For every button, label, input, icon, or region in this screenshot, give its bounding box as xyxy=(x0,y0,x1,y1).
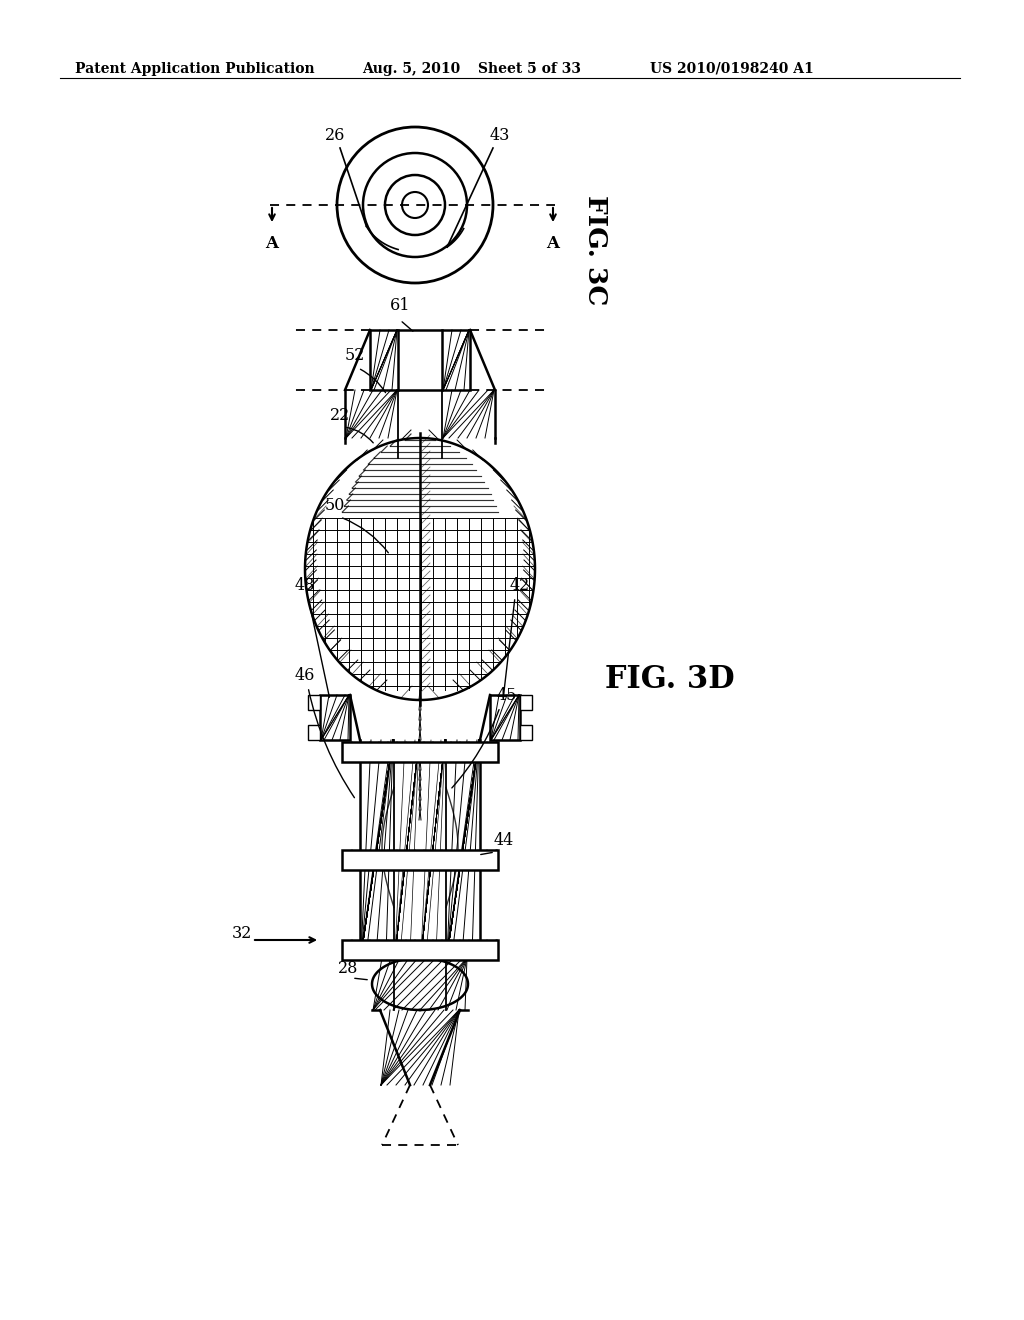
Bar xyxy=(342,742,498,762)
Bar xyxy=(342,940,498,960)
Text: Sheet 5 of 33: Sheet 5 of 33 xyxy=(478,62,581,77)
Text: 43: 43 xyxy=(490,127,510,144)
Text: FIG. 3C: FIG. 3C xyxy=(583,195,607,305)
Text: 48: 48 xyxy=(295,577,315,594)
Bar xyxy=(490,696,520,741)
Text: 44: 44 xyxy=(494,832,514,849)
Text: Aug. 5, 2010: Aug. 5, 2010 xyxy=(362,62,460,77)
Text: FIG. 3D: FIG. 3D xyxy=(605,664,734,696)
Text: Patent Application Publication: Patent Application Publication xyxy=(75,62,314,77)
Bar xyxy=(342,850,498,870)
Text: 32: 32 xyxy=(232,925,252,942)
Bar xyxy=(308,725,319,741)
Text: 45: 45 xyxy=(497,686,517,704)
Bar xyxy=(308,696,319,710)
Text: 46: 46 xyxy=(295,667,315,684)
Text: 26: 26 xyxy=(325,127,345,144)
Text: 42: 42 xyxy=(510,577,530,594)
Bar xyxy=(520,725,532,741)
Text: A: A xyxy=(547,235,559,252)
Text: 61: 61 xyxy=(390,297,411,314)
Text: A: A xyxy=(265,235,279,252)
Text: 22: 22 xyxy=(330,407,350,424)
Text: 52: 52 xyxy=(345,347,366,364)
Bar xyxy=(319,696,350,741)
Bar xyxy=(370,330,470,389)
Text: 50: 50 xyxy=(325,498,345,513)
Text: US 2010/0198240 A1: US 2010/0198240 A1 xyxy=(650,62,814,77)
Text: 28: 28 xyxy=(338,960,358,977)
Bar xyxy=(520,696,532,710)
